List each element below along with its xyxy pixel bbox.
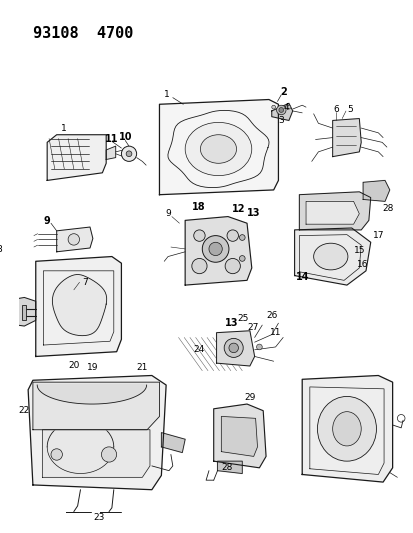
Text: 1: 1 xyxy=(61,124,67,133)
Text: 24: 24 xyxy=(193,345,204,354)
Polygon shape xyxy=(299,192,370,230)
Circle shape xyxy=(224,338,242,358)
Polygon shape xyxy=(305,201,358,224)
Text: 13: 13 xyxy=(225,318,238,328)
Circle shape xyxy=(276,105,285,115)
Polygon shape xyxy=(36,256,121,357)
Text: 13: 13 xyxy=(246,208,260,218)
Text: 3: 3 xyxy=(278,116,283,125)
Text: 9: 9 xyxy=(165,209,171,218)
Ellipse shape xyxy=(185,123,251,176)
Text: 28: 28 xyxy=(381,205,393,213)
Polygon shape xyxy=(332,118,361,157)
Text: 1: 1 xyxy=(164,90,170,99)
Circle shape xyxy=(121,146,136,161)
Polygon shape xyxy=(42,430,150,478)
Ellipse shape xyxy=(313,243,347,270)
Circle shape xyxy=(51,449,62,460)
Polygon shape xyxy=(216,331,254,366)
Polygon shape xyxy=(217,461,242,473)
Text: 2: 2 xyxy=(279,87,286,97)
Ellipse shape xyxy=(0,308,3,318)
Text: 11: 11 xyxy=(269,328,281,337)
Text: 21: 21 xyxy=(136,364,148,373)
Circle shape xyxy=(226,230,238,241)
Polygon shape xyxy=(161,433,185,453)
Polygon shape xyxy=(52,274,107,336)
Text: 29: 29 xyxy=(244,393,255,402)
Circle shape xyxy=(193,230,205,241)
Circle shape xyxy=(239,235,244,240)
Text: 5: 5 xyxy=(346,104,352,114)
Text: 25: 25 xyxy=(237,314,248,323)
Polygon shape xyxy=(221,416,257,456)
Circle shape xyxy=(126,151,132,157)
Ellipse shape xyxy=(200,135,236,163)
Text: 12: 12 xyxy=(231,204,244,214)
Circle shape xyxy=(256,344,261,350)
Text: 93108  4700: 93108 4700 xyxy=(33,26,133,41)
Circle shape xyxy=(68,233,79,245)
Circle shape xyxy=(209,243,222,256)
Text: 19: 19 xyxy=(87,364,98,373)
Polygon shape xyxy=(57,227,93,252)
Text: 15: 15 xyxy=(353,246,364,255)
Text: 27: 27 xyxy=(247,324,258,333)
Polygon shape xyxy=(33,382,159,430)
Circle shape xyxy=(202,236,228,262)
Text: 26: 26 xyxy=(266,311,277,320)
Polygon shape xyxy=(106,146,115,159)
Text: 10: 10 xyxy=(118,132,132,142)
Text: 9: 9 xyxy=(44,216,50,227)
Text: 14: 14 xyxy=(295,272,308,282)
Text: 7: 7 xyxy=(82,278,88,287)
Text: 6: 6 xyxy=(333,104,339,114)
Text: 20: 20 xyxy=(68,361,79,370)
Text: 16: 16 xyxy=(356,260,368,269)
Polygon shape xyxy=(47,135,106,180)
Text: 18: 18 xyxy=(191,202,205,212)
Circle shape xyxy=(271,105,275,109)
Bar xyxy=(22,305,26,320)
Polygon shape xyxy=(28,376,166,490)
Text: 17: 17 xyxy=(372,231,383,240)
Polygon shape xyxy=(301,376,392,482)
Circle shape xyxy=(101,447,116,462)
Circle shape xyxy=(239,256,244,261)
Circle shape xyxy=(286,105,290,109)
Polygon shape xyxy=(271,103,292,120)
Polygon shape xyxy=(362,180,389,201)
Text: 4: 4 xyxy=(282,103,288,111)
Circle shape xyxy=(228,343,238,353)
Ellipse shape xyxy=(332,411,361,446)
Text: 23: 23 xyxy=(94,513,105,522)
Circle shape xyxy=(225,259,240,273)
Text: 8: 8 xyxy=(0,245,2,254)
Ellipse shape xyxy=(0,306,18,319)
Ellipse shape xyxy=(317,397,375,461)
Text: 28: 28 xyxy=(221,463,232,472)
Circle shape xyxy=(191,259,206,273)
Polygon shape xyxy=(159,100,278,195)
Text: 22: 22 xyxy=(19,406,30,415)
Circle shape xyxy=(278,108,283,112)
Polygon shape xyxy=(294,228,370,285)
Polygon shape xyxy=(2,297,36,326)
Polygon shape xyxy=(185,216,251,285)
Polygon shape xyxy=(213,404,266,468)
Polygon shape xyxy=(37,385,147,404)
Text: 11: 11 xyxy=(105,134,119,143)
